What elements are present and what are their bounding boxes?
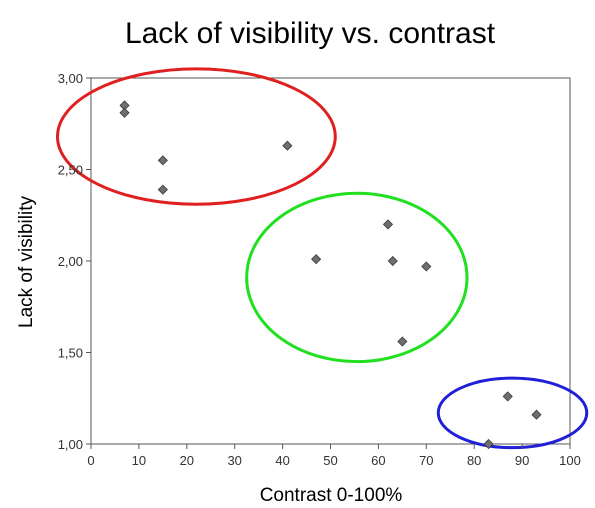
x-tick-label: 100	[559, 453, 581, 468]
y-tick-label: 2,50	[58, 163, 83, 178]
data-point	[282, 140, 293, 151]
x-tick-label: 0	[87, 453, 94, 468]
x-tick-label: 90	[515, 453, 529, 468]
x-tick-label: 80	[467, 453, 481, 468]
annotation-ellipse	[436, 376, 589, 450]
y-tick-label: 3,00	[58, 71, 83, 86]
data-point	[502, 391, 513, 402]
y-tick-label: 1,00	[58, 437, 83, 452]
x-axis: 0 10 20 30 40 50 60 70 80 90 100	[87, 444, 581, 468]
annotation-ellipse	[55, 67, 337, 206]
data-point	[531, 409, 542, 420]
annotation-layer	[55, 67, 589, 450]
data-point	[382, 219, 394, 230]
data-point	[483, 438, 494, 450]
data-point	[119, 107, 130, 118]
x-tick-label: 30	[227, 453, 241, 468]
y-axis-label: Lack of visibility	[16, 196, 37, 328]
y-tick-label: 2,00	[58, 254, 83, 269]
y-axis: 1,00 1,50 2,00 2,50 3,00	[58, 71, 91, 452]
x-tick-label: 40	[275, 453, 289, 468]
data-point	[387, 255, 398, 267]
x-tick-label: 60	[371, 453, 385, 468]
x-tick-label: 20	[180, 453, 194, 468]
chart-title: Lack of visibility vs. contrast	[125, 17, 496, 50]
plot-border	[90, 77, 571, 445]
data-point	[397, 336, 408, 347]
data-point	[157, 184, 168, 195]
x-tick-label: 70	[419, 453, 433, 468]
x-tick-label: 50	[323, 453, 337, 468]
annotation-ellipse	[245, 191, 469, 364]
data-point	[157, 155, 168, 166]
data-point	[421, 261, 432, 272]
x-tick-label: 10	[132, 453, 146, 468]
points-layer	[119, 100, 542, 450]
y-tick-label: 1,50	[58, 346, 83, 361]
plot-area	[90, 77, 571, 445]
x-axis-label: Contrast 0-100%	[260, 485, 403, 506]
data-point	[311, 254, 322, 265]
